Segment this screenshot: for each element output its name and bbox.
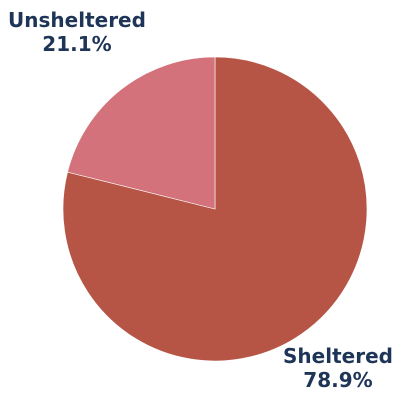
pie-slice-unsheltered [67, 56, 216, 210]
unsheltered-label-value: 21.1% [42, 32, 112, 56]
sheltered-label-value: 78.9% [303, 368, 373, 392]
sheltered-label-name: Sheltered [283, 344, 393, 368]
sheltered-label: Sheltered 78.9% [278, 344, 398, 392]
unsheltered-label-name: Unsheltered [8, 8, 146, 32]
unsheltered-label: Unsheltered 21.1% [4, 8, 150, 56]
